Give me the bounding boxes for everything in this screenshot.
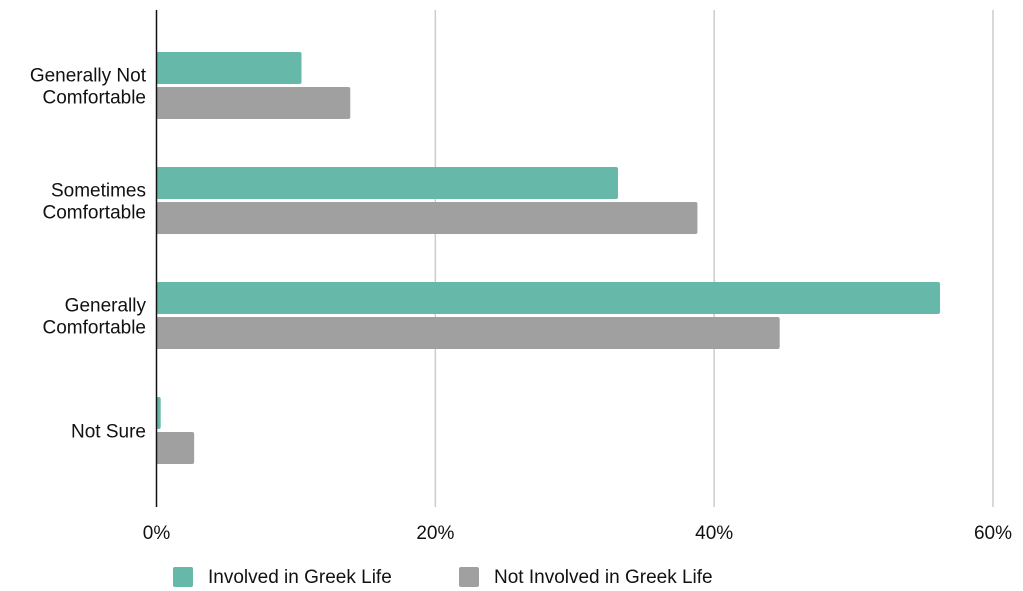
category-label-1-0: Sometimes <box>51 181 146 202</box>
category-labels: Generally NotComfortableSometimesComfort… <box>30 66 147 443</box>
legend-swatch-1 <box>459 567 479 587</box>
x-tick-label-2: 40% <box>695 523 733 544</box>
category-label-2-0: Generally <box>65 296 147 317</box>
legend-swatch-0 <box>173 567 193 587</box>
category-label-2-1: Comfortable <box>43 318 147 339</box>
category-label-3-0: Not Sure <box>71 422 146 443</box>
bar-involved-0 <box>156 52 302 84</box>
bar-not-involved-3 <box>156 432 195 464</box>
legend-label-0: Involved in Greek Life <box>208 567 392 588</box>
bar-involved-3 <box>156 397 161 429</box>
x-tick-label-1: 20% <box>416 523 454 544</box>
bars <box>156 52 941 464</box>
gridlines <box>434 10 994 507</box>
bar-not-involved-0 <box>156 87 351 119</box>
bar-not-involved-2 <box>156 317 780 349</box>
bar-involved-2 <box>156 282 941 314</box>
category-label-0-0: Generally Not <box>30 66 147 87</box>
x-tick-label-0: 0% <box>143 523 171 544</box>
legend-label-1: Not Involved in Greek Life <box>494 567 713 588</box>
x-tick-label-3: 60% <box>974 523 1012 544</box>
x-axis-tick-labels: 0% 20% 40% 60% <box>143 523 1012 544</box>
legend: Involved in Greek Life Not Involved in Gr… <box>173 567 713 588</box>
category-label-1-1: Comfortable <box>43 203 147 224</box>
bar-involved-1 <box>156 167 618 199</box>
bar-not-involved-1 <box>156 202 698 234</box>
category-label-0-1: Comfortable <box>43 88 147 109</box>
